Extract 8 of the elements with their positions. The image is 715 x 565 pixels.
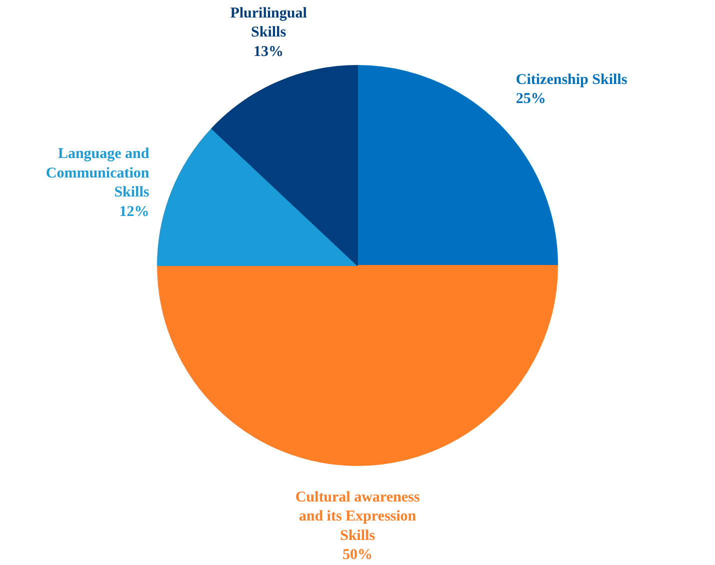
- data-label: 13%: [254, 44, 284, 60]
- data-label: 50%: [342, 547, 372, 564]
- slice-label: Plurilingual Skills: [230, 6, 307, 41]
- data-label: 12%: [119, 204, 150, 220]
- data-label: 25%: [516, 91, 546, 108]
- slice-label: Cultural awareness and its Expression Skills: [295, 490, 420, 544]
- slice-label: Citizenship Skills: [516, 72, 628, 88]
- slice-label: Language and Communication Skills: [46, 146, 150, 201]
